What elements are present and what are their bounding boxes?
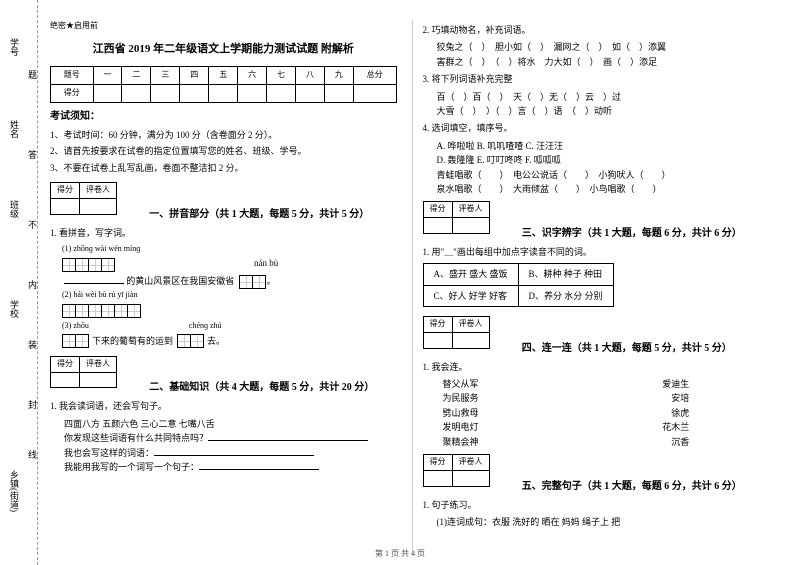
notice-3: 3、不要在试卷上乱写乱画，卷面不整洁扣 2 分。 [50,161,397,175]
score-table: 题号 一 二 三 四 五 六 七 八 九 总分 得分 [50,66,397,103]
q2-1-c: 我能用我写的一个词写一个句子： [64,462,199,472]
th-7: 七 [267,67,296,85]
cut-label-5: 封 [26,400,39,409]
exam-title: 江西省 2019 年二年级语文上学期能力测试试题 附解析 [50,41,397,59]
notice-heading: 考试须知： [50,109,397,125]
th-0: 题号 [51,67,94,85]
section-3-heading: 三、识字辨字（共 1 大题，每题 6 分，共计 6 分） [522,228,742,239]
cut-label-1: 答 [26,150,39,159]
q1c-pinyin: (3) zhōu [62,321,89,330]
cut-label-6: 线 [26,450,39,459]
th-2: 二 [122,67,151,85]
section-1-heading: 一、拼音部分（共 1 大题，每题 5 分，共计 5 分） [149,209,369,220]
cut-label-3: 内 [26,280,39,289]
th-9: 九 [324,67,353,85]
r-q2: 2. 巧填动物名，补充词语。 [423,23,776,37]
th-1: 一 [93,67,122,85]
cut-label-0: 题 [26,70,39,79]
char-cell[interactable] [62,258,76,272]
r-q4-l2: 泉水唱歌（ ） 大雨倾盆（ ） 小鸟唱歌（ ） [437,182,776,196]
cut-label-2: 不 [26,220,39,229]
r-q4-opts2: D. 轰隆隆 E. 叮叮咚咚 F. 呱呱呱 [437,153,776,167]
q1b-pinyin: (2) hái wèi bù rú yī jiàn [62,289,397,302]
q1a-tail: nán bù [254,256,278,272]
q2-1-b: 我也会写这样的词语： [64,448,154,458]
q2-1-words: 四面八方 五颜六色 三心二意 七嘴八舌 [64,417,397,431]
th-3: 三 [151,67,180,85]
r-q3-l2: 大雪（ ） ）（ ）言（ ）语 （ ）动听 [437,104,776,118]
r-q2-l2: 害群之（ ） （ ）将水 力大如（ ） 画（ ）添足 [437,55,776,69]
eval-box-2: 得分评卷人 [50,356,117,389]
eval-box-3: 得分评卷人 [423,201,490,234]
q3-1: 1. 用"＿"画出每组中加点字读音不同的词。 [423,245,776,259]
notice-2: 2、请首先按要求在试卷的指定位置填写您的姓名、班级、学号。 [50,144,397,158]
char-c: C、好人 好学 好客 [423,285,518,306]
q2-1-a: 你发现这些词语有什么共同特点吗？ [64,433,208,443]
margin-name: 姓名 [8,120,21,138]
r-q4-l1: 青蛙唱歌（ ） 电公公说话（ ） 小狗吠人（ ） [437,168,776,182]
q5-1-a: (1)连词成句：衣服 洗好的 晒在 妈妈 绳子上 把 [437,515,776,529]
page-footer: 第 1 页 共 4 页 [0,548,800,559]
eval-box-5: 得分评卷人 [423,454,490,487]
q1c-mid: 下来的葡萄有的运到 [92,334,173,348]
q1: 1. 看拼音，写字词。 [50,226,397,240]
section-2-heading: 二、基础知识（共 4 大题，每题 5 分，共计 20 分） [149,382,374,393]
q1a-pinyin: (1) zhōnɡ wài wén mínɡ [62,243,397,256]
th-8: 八 [296,67,325,85]
r-q3-l1: 百（ ）百（ ） 天（ ）无（ ）云 ）过 [437,90,776,104]
notice-1: 1、考试时间：60 分钟，满分为 100 分（含卷面分 2 分）。 [50,128,397,142]
r-q4-opts: A. 哗啦啦 B. 叽叽喳喳 C. 汪汪汪 [437,139,776,153]
section-4-heading: 四、连一连（共 1 大题，每题 5 分，共计 5 分） [522,343,732,354]
secret-label: 绝密★启用前 [50,20,397,33]
q1c-mid2: 去。 [207,334,225,348]
q2-1: 1. 我会读词语，还会写句子。 [50,399,397,413]
eval-box-1: 得分评卷人 [50,182,117,215]
char-a: A、盛开 盛大 盛饭 [423,264,518,285]
margin-class: 班级 [8,200,21,218]
r-q3: 3. 将下列词语补充完整 [423,72,776,86]
margin-school: 学校 [8,300,21,318]
q1a-mid: 的黄山风景区在我国安徽省 [126,276,234,286]
th-4: 四 [180,67,209,85]
char-table: A、盛开 盛大 盛饭B、耕种 种子 种田 C、好人 好学 好客D、养分 水分 分… [423,263,614,307]
eval-box-4: 得分评卷人 [423,316,490,349]
r-q4: 4. 选词填空，填序号。 [423,121,776,135]
th-5: 五 [209,67,238,85]
margin-xuehao: 学号 [8,38,21,56]
q4-1: 1. 我会连。 [423,360,776,374]
cut-label-4: 装 [26,340,39,349]
q5-1: 1. 句子练习。 [423,498,776,512]
r-q2-l1: 狡兔之（ ） 胆小如（ ） 漏网之（ ） 如（ ）添翼 [437,40,776,54]
char-b: B、耕种 种子 种田 [518,264,613,285]
section-5-heading: 五、完整句子（共 1 大题，每题 6 分，共计 6 分） [522,481,742,492]
q1c-tail: chénɡ zhú [189,321,222,330]
margin-town: 乡镇(街道) [8,470,21,512]
th-6: 六 [238,67,267,85]
char-d: D、养分 水分 分别 [518,285,613,306]
th-10: 总分 [353,67,396,85]
row2-label: 得分 [51,85,94,103]
